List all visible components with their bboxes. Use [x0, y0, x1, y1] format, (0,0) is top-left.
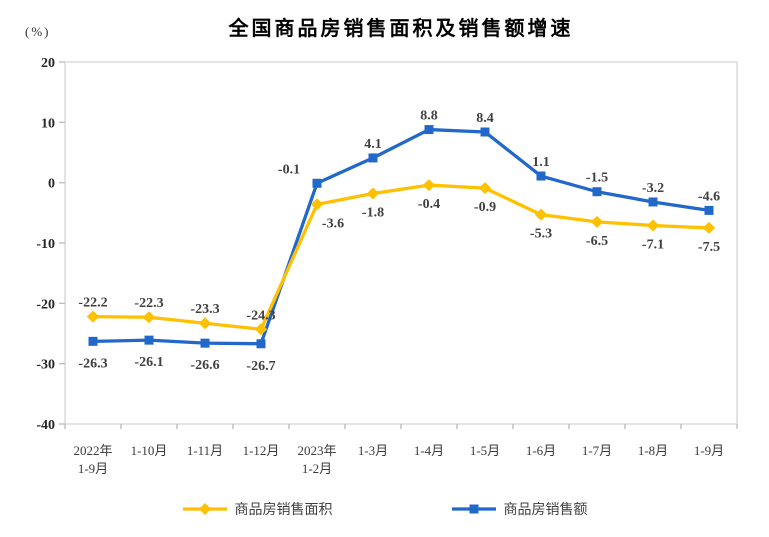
data-point-square	[256, 339, 266, 349]
data-point-square	[648, 197, 658, 207]
legend-swatch-sales-amount	[451, 504, 496, 514]
data-point-diamond	[366, 187, 380, 200]
data-label: -3.6	[322, 216, 344, 231]
legend-item-sales-area: 商品房销售面积	[182, 499, 333, 519]
data-label: -0.4	[418, 197, 440, 212]
legend-label-sales-amount: 商品房销售额	[503, 501, 588, 517]
data-point-diamond	[590, 215, 604, 228]
data-label: -22.3	[134, 296, 163, 311]
chart-title: 全国商品房销售面积及销售额增速	[228, 18, 574, 40]
data-label: -0.9	[474, 200, 496, 215]
data-point-square	[480, 127, 490, 137]
data-point-diamond	[310, 198, 324, 211]
plot-area: 20 10 0 -10 -20 -30 -40 2022年 1-9月 1-10月 1-11月 1-12…	[36, 56, 738, 476]
x-category-label: 1-2月	[302, 461, 332, 476]
x-category-label: 1-8月	[638, 443, 668, 458]
legend-item-sales-amount: 商品房销售额	[451, 499, 588, 519]
x-category-label: 2022年	[73, 443, 112, 458]
x-category-label: 2023年	[297, 443, 336, 458]
data-label: -6.5	[586, 234, 608, 249]
y-axis-unit-label: (%)	[25, 24, 51, 39]
x-category-label: 1-9月	[78, 461, 108, 476]
data-label: 8.4	[476, 111, 494, 126]
data-label: -26.1	[134, 355, 163, 370]
data-point-square	[200, 338, 210, 348]
data-label: -4.6	[698, 189, 720, 204]
x-category-label: 1-6月	[526, 443, 556, 458]
data-label: -26.6	[190, 358, 219, 373]
x-category-label: 1-4月	[414, 443, 444, 458]
data-label: -24.3	[246, 308, 275, 323]
y-axis-tick-label: 10	[41, 116, 55, 131]
x-category-label: 1-10月	[131, 443, 168, 458]
data-point-diamond	[254, 323, 268, 336]
y-axis-tick-label: -20	[36, 297, 55, 312]
data-point-diamond	[422, 179, 436, 192]
plot-border	[64, 61, 738, 425]
legend-label-sales-area: 商品房销售面积	[234, 501, 333, 517]
data-label: 1.1	[532, 155, 550, 170]
data-label: -22.2	[78, 296, 107, 311]
data-point-square	[312, 178, 322, 188]
data-label: -7.5	[698, 240, 720, 255]
data-label: -3.2	[642, 181, 664, 196]
legend-swatch-sales-area	[182, 503, 227, 515]
data-label: -1.8	[362, 206, 384, 221]
data-point-square	[88, 336, 98, 346]
data-label: -7.1	[642, 238, 664, 253]
data-point-diamond	[534, 208, 548, 221]
data-point-diamond	[86, 310, 100, 323]
data-label: 8.8	[420, 109, 438, 124]
data-point-diamond	[478, 182, 492, 195]
y-axis-tick-label: 20	[41, 56, 55, 71]
data-point-square	[424, 125, 434, 135]
x-category-label: 1-11月	[187, 443, 223, 458]
x-category-label: 1-9月	[694, 443, 724, 458]
data-label: -23.3	[190, 302, 219, 317]
series-line-0	[91, 183, 711, 331]
x-category-label: 1-12月	[243, 443, 280, 458]
data-label: 4.1	[364, 137, 382, 152]
data-label: -0.1	[278, 162, 300, 177]
data-point-square	[144, 335, 154, 345]
legend: 商品房销售面积 商品房销售额	[0, 499, 769, 519]
data-point-diamond	[702, 221, 716, 234]
series-line-1	[91, 127, 711, 346]
x-category-label: 1-7月	[582, 443, 612, 458]
y-axis-tick-label: 0	[48, 177, 55, 192]
data-point-diamond	[198, 317, 212, 330]
legend-square-marker-icon	[469, 504, 478, 514]
y-axis-tick-label: -40	[36, 418, 55, 433]
x-category-label: 1-5月	[470, 443, 500, 458]
y-axis-tick-label: -10	[36, 237, 55, 252]
data-point-square	[368, 153, 378, 163]
data-label: -26.3	[78, 356, 107, 371]
legend-diamond-marker-icon	[198, 503, 211, 515]
data-point-square	[704, 205, 714, 215]
data-point-square	[536, 171, 546, 181]
data-point-diamond	[142, 311, 156, 324]
data-point-square	[592, 187, 602, 197]
data-label: -5.3	[530, 227, 552, 242]
data-point-diamond	[646, 219, 660, 232]
y-axis-tick-label: -30	[36, 358, 55, 373]
x-category-label: 1-3月	[358, 443, 388, 458]
data-label: -26.7	[246, 359, 275, 374]
data-label: -1.5	[586, 171, 608, 186]
